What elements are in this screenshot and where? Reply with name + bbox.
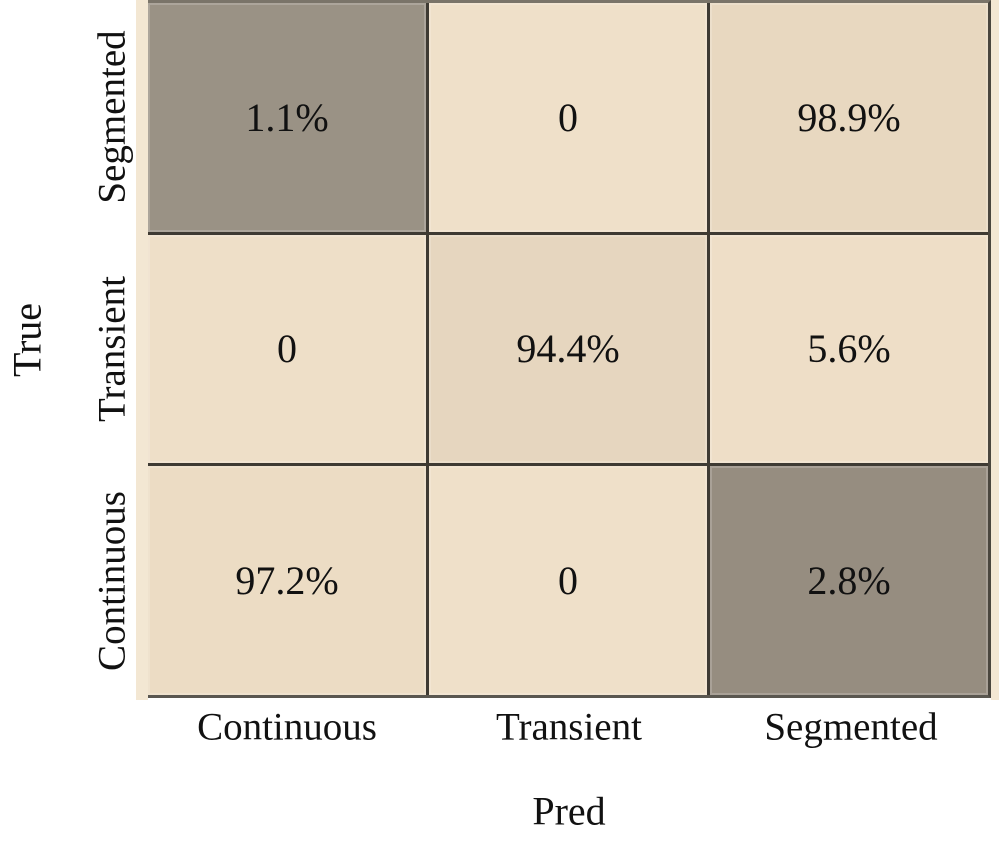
matrix-cell-continuous-transient: 0 [429, 466, 707, 695]
row-label-continuous: Continuous [90, 491, 134, 671]
grid-left-edge-strip [136, 0, 148, 700]
matrix-cell-segmented-transient: 0 [429, 3, 707, 232]
matrix-cell-segmented-continuous: 1.1% [148, 3, 426, 232]
matrix-cell-transient-segmented: 5.6% [710, 234, 988, 464]
matrix-cell-transient-continuous: 0 [148, 234, 426, 464]
matrix-cell-continuous-segmented: 2.8% [710, 466, 988, 695]
col-label-continuous: Continuous [197, 705, 377, 749]
matrix-cell-transient-transient: 94.4% [429, 234, 707, 464]
row-label-transient: Transient [90, 276, 134, 422]
grid-right-edge-strip [991, 0, 999, 700]
matrix-grid: 1.1% 0 98.9% 0 94.4% 5.6% 97.2% 0 2.8% [148, 0, 991, 698]
y-axis-title: True [4, 302, 50, 378]
matrix-cell-continuous-continuous: 97.2% [148, 466, 426, 695]
x-axis-title: Pred [532, 788, 606, 834]
row-label-segmented: Segmented [90, 30, 134, 204]
col-label-segmented: Segmented [764, 705, 938, 749]
col-label-transient: Transient [496, 705, 642, 749]
matrix-cell-segmented-segmented: 98.9% [710, 3, 988, 232]
